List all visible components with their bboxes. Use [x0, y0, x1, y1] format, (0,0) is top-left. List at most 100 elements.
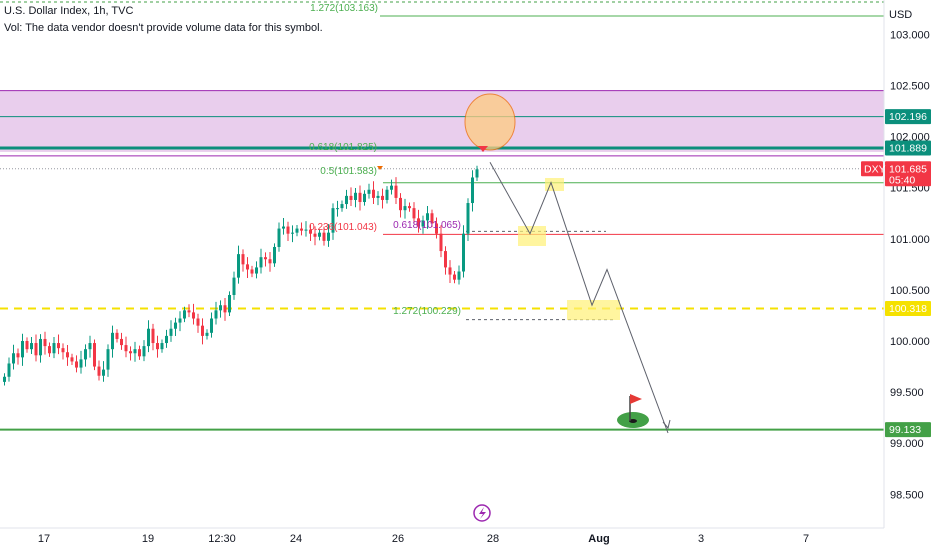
candle-body — [219, 305, 222, 311]
candle — [291, 225, 294, 243]
candle — [336, 200, 339, 217]
candle-body — [457, 271, 461, 280]
candle — [102, 361, 105, 382]
price-tag: 100.318 — [885, 301, 931, 317]
candle-body — [165, 335, 168, 344]
candle-body — [147, 328, 150, 347]
candle — [75, 355, 78, 373]
candle-body — [84, 349, 87, 360]
price-tag: 102.196 — [885, 109, 931, 125]
candle — [16, 348, 20, 365]
candle-body — [192, 312, 195, 319]
candle — [358, 185, 362, 211]
fib-label: 0.618(101.065) — [393, 220, 461, 231]
candle — [192, 303, 195, 325]
highlight-circle — [464, 93, 516, 151]
candle — [390, 179, 393, 195]
candle-body — [309, 229, 312, 234]
candle — [264, 252, 267, 267]
candle-body — [273, 246, 276, 264]
candle-body — [34, 343, 38, 356]
candle-body — [408, 206, 411, 209]
candle — [232, 271, 236, 300]
candle — [318, 229, 321, 241]
time-tick-label: 7 — [803, 533, 809, 545]
time-tick-label: 28 — [487, 533, 499, 545]
price-tag-bg — [885, 140, 931, 156]
candle — [394, 177, 398, 204]
candle-body — [106, 349, 110, 370]
candle-body — [160, 343, 164, 350]
candle — [453, 270, 456, 284]
candle-body — [394, 185, 398, 198]
candle-body — [318, 232, 321, 237]
candle-body — [124, 345, 128, 352]
candle-body — [169, 328, 173, 336]
volume-note: Vol: The data vendor doesn't provide vol… — [4, 22, 323, 34]
candle — [241, 249, 245, 272]
candle-body — [264, 257, 267, 260]
candle — [376, 191, 380, 206]
candle — [340, 200, 344, 212]
candle — [219, 300, 222, 318]
candle-body — [354, 192, 357, 200]
highlight-box — [518, 226, 546, 246]
target-hole-icon — [629, 419, 637, 423]
lightning-circle-icon — [473, 504, 491, 522]
currency-label[interactable]: USD — [889, 9, 913, 21]
candle-body — [363, 193, 366, 203]
candle-body — [21, 341, 24, 358]
candle-body — [97, 366, 101, 376]
candle — [120, 332, 123, 350]
candle — [313, 226, 317, 246]
candle — [322, 226, 326, 246]
candle-body — [57, 343, 60, 349]
candle-body — [462, 233, 465, 272]
candle — [147, 320, 150, 353]
horizontal-levels — [0, 1, 884, 431]
candle — [412, 202, 416, 224]
candle — [160, 339, 164, 353]
candle-body — [129, 351, 132, 354]
candle-body — [210, 318, 213, 333]
candle — [430, 209, 434, 228]
candle-body — [214, 310, 218, 319]
candle-body — [205, 332, 209, 336]
price-tick-label: 99.500 — [890, 387, 924, 399]
time-tick-label: 3 — [698, 533, 704, 545]
candle — [246, 257, 249, 278]
candle — [214, 301, 218, 325]
time-tick-label: 24 — [290, 533, 302, 545]
candle — [61, 343, 65, 360]
candle — [93, 339, 96, 371]
price-tag-countdown: 05:40 — [889, 174, 915, 186]
time-axis: 17 19 12:30 24 26 28 Aug 3 7 — [38, 533, 809, 545]
candle-body — [111, 332, 114, 350]
candle-body — [295, 228, 299, 233]
candle-body — [201, 325, 204, 336]
candle-body — [228, 295, 231, 313]
candle — [201, 318, 204, 345]
candle — [435, 217, 438, 239]
candle — [124, 336, 128, 358]
fib-labels: 1.272(103.163) 0.618(101.825) 0.5(101.583)… — [309, 3, 461, 317]
price-tag-label: 101.685 — [889, 163, 927, 175]
candle-body — [381, 195, 384, 200]
time-tick-label: 12:30 — [208, 533, 236, 545]
candle — [309, 224, 312, 241]
candle — [345, 189, 348, 209]
candle-body — [376, 195, 380, 198]
candle-body — [426, 213, 429, 221]
chart-title: U.S. Dollar Index, 1h, TVC — [4, 5, 134, 17]
candle — [417, 209, 420, 233]
price-tick-label: 99.000 — [890, 438, 924, 450]
candle — [471, 170, 474, 212]
candle — [196, 313, 200, 333]
high-marker-icon — [478, 146, 488, 152]
candle-body — [25, 341, 29, 350]
candle — [129, 346, 132, 361]
candle-body — [435, 223, 438, 234]
candle — [426, 205, 429, 229]
candle — [106, 344, 110, 377]
